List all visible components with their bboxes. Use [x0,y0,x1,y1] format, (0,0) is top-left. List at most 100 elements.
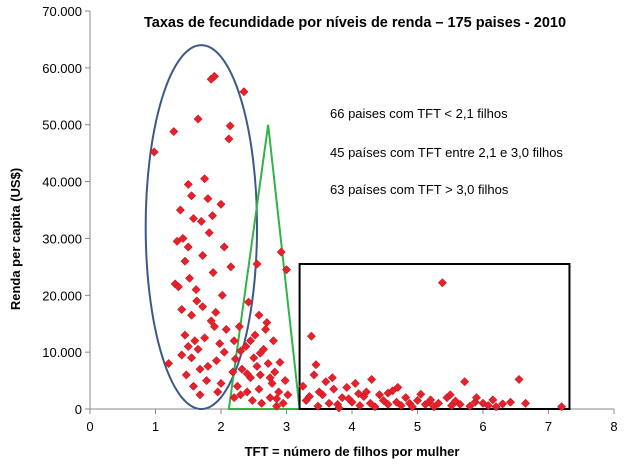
data-point [192,296,202,306]
data-point [198,302,208,312]
data-point [416,389,426,399]
data-point [350,378,360,388]
data-point [236,346,246,356]
data-point [344,394,354,404]
data-point [374,390,385,400]
data-point [455,399,465,410]
data-point [304,391,314,402]
data-point [243,297,254,307]
data-point [275,357,285,367]
data-point [521,398,531,408]
x-tick-label: 7 [545,419,552,434]
data-point [183,242,193,252]
data-point [401,393,411,403]
data-point [196,216,206,226]
data-point [505,397,516,407]
data-point [203,361,213,371]
data-point [242,369,252,379]
data-point [257,398,267,408]
data-point [183,341,193,352]
data-points [149,71,567,413]
data-point [208,267,218,278]
y-tick-label: 40.000 [42,175,82,190]
data-point [177,304,187,315]
data-point [367,374,377,384]
data-point [200,333,210,343]
data-point [355,401,365,411]
data-point [241,341,251,352]
data-point [254,310,264,320]
y-tick-label: 10.000 [42,345,82,360]
data-point [265,373,275,383]
data-point [263,358,273,369]
data-point [445,390,455,400]
data-point [270,367,280,377]
data-point [247,395,257,406]
x-axis-title: TFT = número de filhos por mulher [245,444,460,459]
data-point [180,330,190,340]
data-point [361,387,371,397]
data-point [396,401,406,411]
data-point [306,331,316,341]
data-point [213,387,223,397]
data-point [268,336,278,346]
data-point [225,121,235,131]
data-point [557,402,567,412]
data-point [465,401,475,411]
data-point [383,388,393,398]
data-point [498,399,508,409]
data-point [249,353,259,363]
x-tick-label: 4 [348,419,355,434]
data-point [217,290,227,300]
y-tick-label: 0 [75,402,82,417]
y-tick-label: 20.000 [42,288,82,303]
data-point [393,382,403,392]
data-point [183,179,193,189]
y-tick-label: 70.000 [42,4,82,19]
data-point [177,350,187,360]
data-point [260,324,271,334]
data-point [175,205,185,215]
data-point [186,353,197,363]
data-point [169,126,179,137]
data-point [254,384,264,394]
y-axis-title: Renda per capita (US$) [8,168,23,310]
data-point [232,381,242,391]
data-point [198,250,208,261]
data-point [188,213,199,224]
data-point [311,360,321,370]
data-point [483,401,493,411]
y-tick-label: 30.000 [42,231,82,246]
data-point [207,211,218,221]
data-point [278,398,288,408]
data-point [228,367,238,377]
data-point [216,378,226,388]
data-point [173,282,183,292]
y-tick-label: 60.000 [42,61,82,76]
data-point [211,356,221,366]
data-point [237,364,247,374]
data-point [221,324,231,334]
data-point [329,384,339,394]
data-point [383,399,393,410]
annotation-mid-tft: 45 países com TFT entre 2,1 e 3,0 filhos [330,145,563,160]
data-point [219,242,229,252]
data-point [412,395,423,406]
data-point [209,71,220,81]
x-tick-label: 0 [86,419,93,434]
data-point [178,233,188,243]
data-point [334,403,344,413]
data-point [164,358,174,369]
data-point [204,228,214,238]
data-point [149,147,159,157]
data-point [488,395,498,405]
annotation-high-tft: 63 países com TFT > 3,0 filhos [330,182,509,197]
data-point [298,381,308,391]
data-point [215,339,225,349]
data-point [206,316,216,326]
data-point [190,336,200,346]
data-point [407,402,417,412]
data-point [185,273,195,283]
annotation-low-tft: 66 paises com TFT < 2,1 filhos [330,106,508,121]
